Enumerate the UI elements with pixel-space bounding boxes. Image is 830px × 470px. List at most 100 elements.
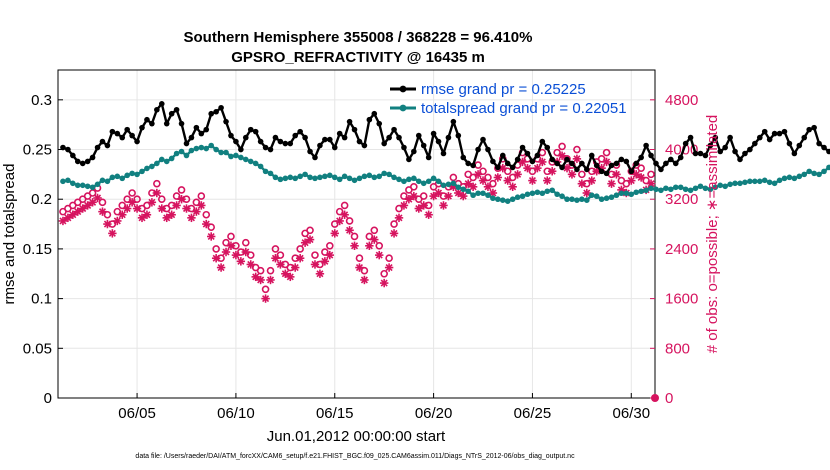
spread-point: [208, 142, 215, 149]
possible-obs-marker: [385, 254, 393, 263]
x-tick-label: 06/15: [316, 405, 354, 422]
rmse-point: [588, 152, 595, 159]
rmse-point: [361, 142, 368, 149]
spread-point: [292, 175, 299, 182]
assimilated-obs-marker: [221, 247, 231, 257]
assimilated-obs-marker: [468, 182, 478, 191]
spread-point: [435, 178, 442, 185]
rmse-point: [445, 134, 452, 141]
spread-point: [663, 185, 669, 192]
assimilated-obs-marker: [399, 201, 409, 210]
rmse-point: [791, 150, 798, 157]
possible-obs-marker: [508, 173, 517, 182]
spread-point: [781, 175, 788, 182]
spread-point: [193, 145, 200, 152]
assimilated-obs-marker: [118, 210, 127, 219]
assimilated-obs-marker: [182, 204, 191, 213]
spread-point: [267, 170, 274, 177]
spread-point: [445, 181, 452, 188]
spread-point: [564, 196, 570, 203]
possible-obs-marker: [360, 266, 369, 275]
assimilated-obs-marker: [167, 210, 176, 219]
assimilated-obs-marker: [439, 201, 448, 210]
spread-point: [490, 195, 496, 202]
spread-point: [440, 182, 447, 189]
assimilated-obs-marker: [582, 188, 591, 198]
possible-obs-marker: [133, 195, 141, 204]
possible-obs-marker: [602, 148, 611, 157]
assimilated-obs-marker: [286, 272, 295, 282]
assimilated-obs-marker: [98, 207, 107, 216]
possible-obs-marker: [123, 195, 131, 204]
rmse-point: [485, 146, 491, 153]
assimilated-obs-marker: [63, 213, 73, 223]
rmse-point: [697, 150, 704, 157]
assimilated-obs-marker: [261, 294, 270, 303]
spread-point: [154, 160, 160, 167]
spread-point: [672, 184, 679, 191]
spread-point: [524, 191, 531, 198]
spread-point: [346, 175, 353, 182]
assimilated-obs-marker: [305, 235, 315, 244]
assimilated-obs-marker: [503, 176, 512, 185]
spread-point: [722, 183, 728, 190]
assimilated-obs-marker: [646, 179, 656, 188]
rmse-point: [168, 110, 175, 117]
rmse-point: [440, 150, 447, 157]
rmse-point: [411, 148, 417, 155]
left-axis: 0 0.05 0.1 0.15 0.2 0.25 0.3: [23, 92, 63, 407]
assimilated-obs-marker: [127, 198, 137, 207]
assimilated-obs-marker: [577, 179, 587, 188]
rmse-point: [331, 144, 338, 151]
rmse-point: [336, 130, 343, 137]
possible-obs-marker: [330, 220, 339, 228]
rmse-point: [668, 156, 674, 163]
rmse-point: [94, 144, 101, 151]
rmse-point: [628, 168, 635, 175]
rmse-point: [781, 128, 788, 135]
series-lines: [60, 100, 830, 204]
assimilated-obs-marker: [389, 229, 399, 238]
possible-obs-marker: [449, 173, 458, 182]
rmse-point: [702, 152, 709, 159]
rmse-point: [480, 136, 486, 143]
rmse-point: [737, 156, 743, 163]
rmse-point: [658, 166, 664, 173]
possible-obs-marker: [335, 207, 344, 216]
possible-obs-marker: [271, 245, 280, 253]
assimilated-obs-marker: [172, 201, 181, 210]
left-tick-label: 0.3: [31, 92, 52, 109]
rmse-point: [801, 134, 808, 141]
assimilated-obs-marker: [459, 191, 468, 201]
rmse-point: [756, 134, 763, 141]
rmse-point: [529, 158, 536, 165]
rmse-point: [583, 166, 590, 173]
rmse-point: [144, 116, 150, 123]
rmse-point: [386, 134, 392, 141]
obs-count-markers: [58, 142, 659, 402]
spread-point: [366, 172, 373, 179]
spread-point: [549, 187, 556, 194]
assimilated-obs-marker: [523, 163, 532, 173]
rmse-point: [119, 134, 126, 141]
rmse-point: [228, 132, 234, 139]
rmse-point: [618, 156, 625, 163]
spread-point: [277, 176, 284, 183]
rmse-point: [663, 160, 669, 167]
spread-point: [702, 185, 709, 192]
rmse-point: [223, 118, 229, 125]
spread-point: [677, 184, 684, 191]
rmse-point: [297, 128, 303, 135]
rmse-point: [208, 110, 215, 117]
rmse-point: [346, 118, 353, 125]
spread-point: [119, 175, 126, 182]
assimilated-obs-marker: [370, 235, 379, 244]
spread-point: [65, 177, 71, 184]
assimilated-obs-marker: [152, 188, 162, 198]
possible-obs-marker: [380, 269, 388, 278]
assimilated-obs-marker: [612, 170, 621, 179]
rmse-point: [124, 126, 130, 133]
spread-point: [420, 180, 427, 187]
spread-point: [173, 150, 180, 157]
assimilated-obs-marker: [627, 176, 636, 185]
